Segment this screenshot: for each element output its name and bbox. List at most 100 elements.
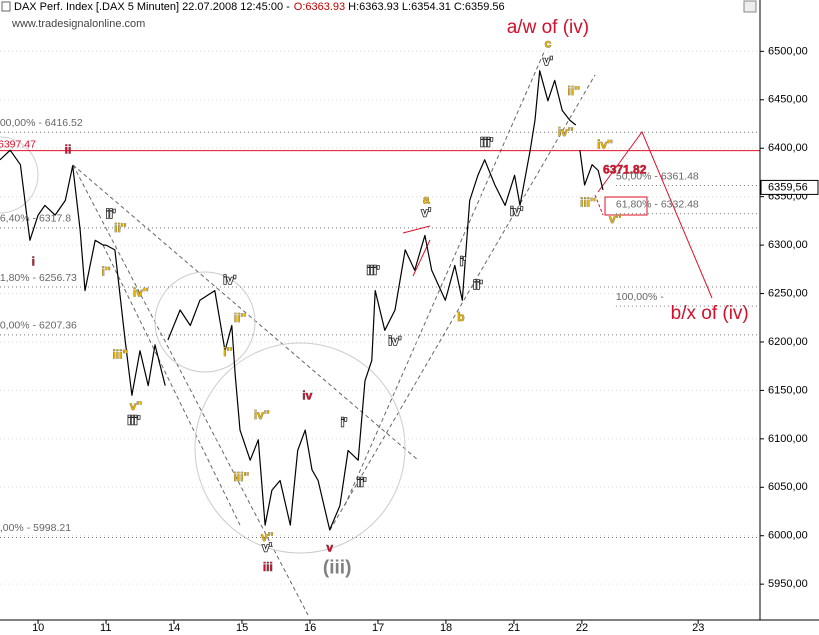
wave-label: ii'' [568,84,581,98]
header-open: O:6363.93 [294,1,345,13]
wave-label: i'' [102,264,111,278]
series [0,70,604,531]
fib-label: 61,80% - 6332.48 [616,198,699,210]
fib-label: 50,00% - 6207.36 [0,320,77,332]
trend-line [329,74,596,531]
y-tick-label: 6100,00 [768,433,808,445]
watermark: www.tradesignalonline.com [11,18,145,30]
fib-label: 50,00% - 6361.48 [616,170,699,182]
wave-label: 6371.82 [603,163,647,177]
circles [0,136,406,554]
wave-label: iv'' [558,125,574,139]
wave-label: iii'' [112,348,128,362]
x-tick-label: 22 [576,622,588,634]
chart-icon[interactable] [743,0,757,13]
fib-label: 61,80% - 6256.73 [0,272,77,284]
y-tick-label: 6000,00 [768,530,808,542]
wave-label: iii'' [233,470,249,484]
wave-label: c [545,37,552,51]
header-icon [1,1,11,12]
x-tick-label: 23 [692,622,704,634]
wave-label: ii' [357,476,367,490]
reference-label: 6397.47 [0,138,36,150]
projection-line [597,130,713,299]
trend-lines [72,49,596,616]
wave-label: v'' [261,530,274,544]
y-tick-label: 6050,00 [768,481,808,493]
wave-label: b [457,310,464,324]
wave-label: iv' [510,204,523,218]
price-line [0,70,604,531]
levels [0,50,760,585]
trend-line [344,49,546,506]
wave-label: iv'' [597,137,613,151]
major-label: (iii) [323,558,352,579]
wave-label: ii' [106,207,116,221]
header-close: C:6359.56 [454,1,505,13]
x-tick-label: 16 [304,622,316,634]
wave-label: v [326,540,333,554]
fib-label: 76,40% - 6317.8 [0,213,71,225]
circle [194,342,406,554]
y-tick-label: 5950,00 [768,578,808,590]
wave-label: iii' [367,263,380,277]
channel-line [402,225,431,234]
projection [402,130,713,299]
wave-label: v'' [130,399,143,413]
trend-line [72,164,419,461]
wave-label: a [423,193,430,207]
x-tick-label: 21 [508,622,520,634]
wave-label: v' [543,54,553,68]
wave-label: i' [460,255,466,269]
header-instrument: DAX Perf. Index [.DAX 5 Minuten] 22.07.2… [14,1,290,13]
y-tick-label: 6300,00 [768,239,808,251]
fib-label: 100,00% - [616,291,664,303]
projection-line [594,194,604,216]
wave-label: iii [263,560,273,574]
x-tick-label: 18 [440,622,452,634]
wave-label: ii'' [114,221,127,235]
wave-label: iv' [389,334,402,348]
wave-label: v' [262,540,272,554]
major-label: a/w of (iv) [507,17,589,38]
wave-label: iv'' [254,408,270,422]
last-price-label: 6359,56 [768,181,808,193]
plot-area: 100,00% - 6416.52 76,40% - 6317.8 61,80% -… [0,17,760,616]
wave-label: iv [302,388,312,402]
major-label: b/x of (iv) [671,303,749,324]
labels: 100,00% - 6416.52 76,40% - 6317.8 61,80% -… [0,17,749,579]
header: DAX Perf. Index [.DAX 5 Minuten] 22.07.2… [0,0,760,14]
y-tick-label: 6450,00 [768,94,808,106]
x-tick-label: 11 [100,622,111,634]
trend-line [72,164,309,616]
x-tick-label: 15 [236,622,248,634]
wave-label: iv' [223,273,236,287]
wave-label: iii' [127,414,140,428]
target-box [604,196,648,216]
wave-label: iii'' [580,196,596,210]
wave-label: iii' [480,136,493,150]
wave-label: ii'' [234,311,247,325]
y-tick-label: 6200,00 [768,336,808,348]
x-tick-label: 14 [168,622,180,634]
fib-label: 0,00% - 5998.21 [0,522,71,534]
circle [0,136,39,214]
wave-label: iv'' [133,286,149,300]
y-tick-label: 6250,00 [768,287,808,299]
wave-label: v' [421,205,431,219]
wave-label: i' [341,416,347,430]
x-tick-label: 10 [32,622,44,634]
wave-label: i'' [223,345,232,359]
y-tick-label: 6500,00 [768,45,808,57]
wave-label: v'' [609,212,622,226]
circle [154,271,256,373]
last-price-box [760,179,819,195]
wave-label: ii [65,142,72,156]
header-low: L:6354.31 [402,1,451,13]
header-high: H:6363.93 [348,1,399,13]
wave-label: ii' [473,278,483,292]
y-tick-label: 6400,00 [768,142,808,154]
x-tick-label: 17 [372,622,384,634]
